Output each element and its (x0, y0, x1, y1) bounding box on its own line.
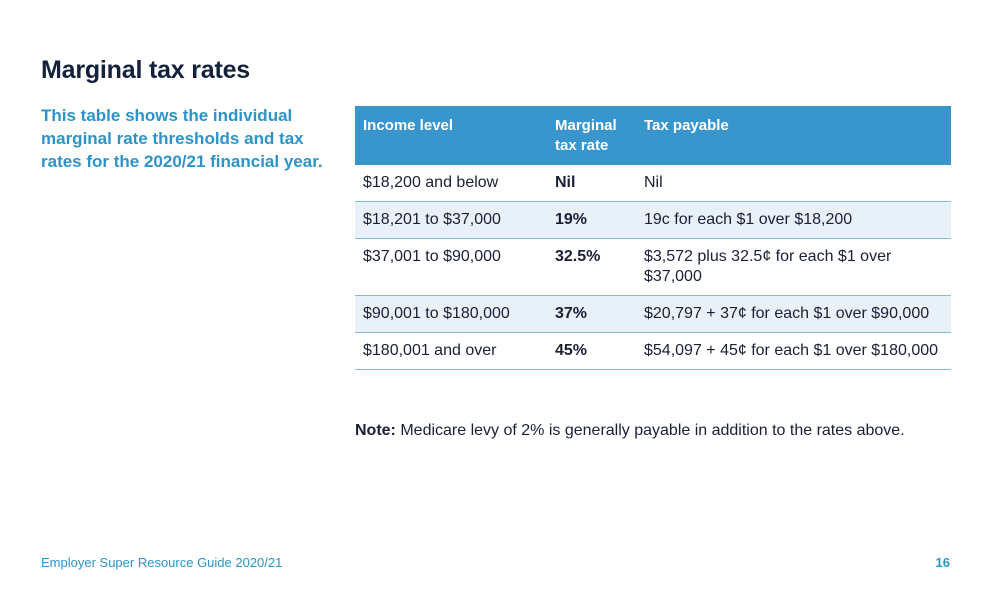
payable-cell: $20,797 + 37¢ for each $1 over $90,000 (636, 295, 951, 333)
income-cell: $180,001 and over (355, 332, 547, 370)
intro-text: This table shows the individual marginal… (41, 106, 323, 171)
income-cell: $18,201 to $37,000 (355, 201, 547, 239)
tax-table-container: Income level Marginal tax rate Tax payab… (355, 106, 951, 370)
page-title: Marginal tax rates (41, 56, 250, 84)
table-row: $37,001 to $90,000 32.5% $3,572 plus 32.… (355, 238, 951, 296)
header-tax-payable: Tax payable (644, 117, 729, 134)
page-number: 16 (935, 555, 950, 570)
note-label: Note: (355, 422, 396, 439)
table-row: $18,201 to $37,000 19% 19c for each $1 o… (355, 201, 951, 239)
rate-cell: 45% (547, 332, 636, 370)
rate-cell: Nil (547, 165, 636, 202)
payable-cell: 19c for each $1 over $18,200 (636, 201, 951, 239)
income-cell: $37,001 to $90,000 (355, 238, 547, 296)
table-header-row: Income level Marginal tax rate Tax payab… (355, 106, 951, 165)
rate-cell: 19% (547, 201, 636, 239)
table-row: $18,200 and below Nil Nil (355, 165, 951, 202)
payable-cell: $54,097 + 45¢ for each $1 over $180,000 (636, 332, 951, 370)
payable-cell: $3,572 plus 32.5¢ for each $1 over $37,0… (636, 238, 951, 296)
payable-cell: Nil (636, 165, 951, 202)
income-cell: $18,200 and below (355, 165, 547, 202)
header-income-level: Income level (363, 117, 454, 134)
header-marginal-tax-rate: Marginal tax rate (555, 117, 617, 154)
tax-rates-table: Income level Marginal tax rate Tax payab… (355, 106, 951, 370)
footer-guide-title: Employer Super Resource Guide 2020/21 (41, 555, 283, 570)
note-text: Medicare levy of 2% is generally payable… (395, 422, 905, 439)
medicare-note: Note: Medicare levy of 2% is generally p… (355, 422, 905, 440)
rate-cell: 32.5% (547, 238, 636, 296)
rate-cell: 37% (547, 295, 636, 333)
table-row: $180,001 and over 45% $54,097 + 45¢ for … (355, 332, 951, 370)
table-row: $90,001 to $180,000 37% $20,797 + 37¢ fo… (355, 295, 951, 333)
income-cell: $90,001 to $180,000 (355, 295, 547, 333)
